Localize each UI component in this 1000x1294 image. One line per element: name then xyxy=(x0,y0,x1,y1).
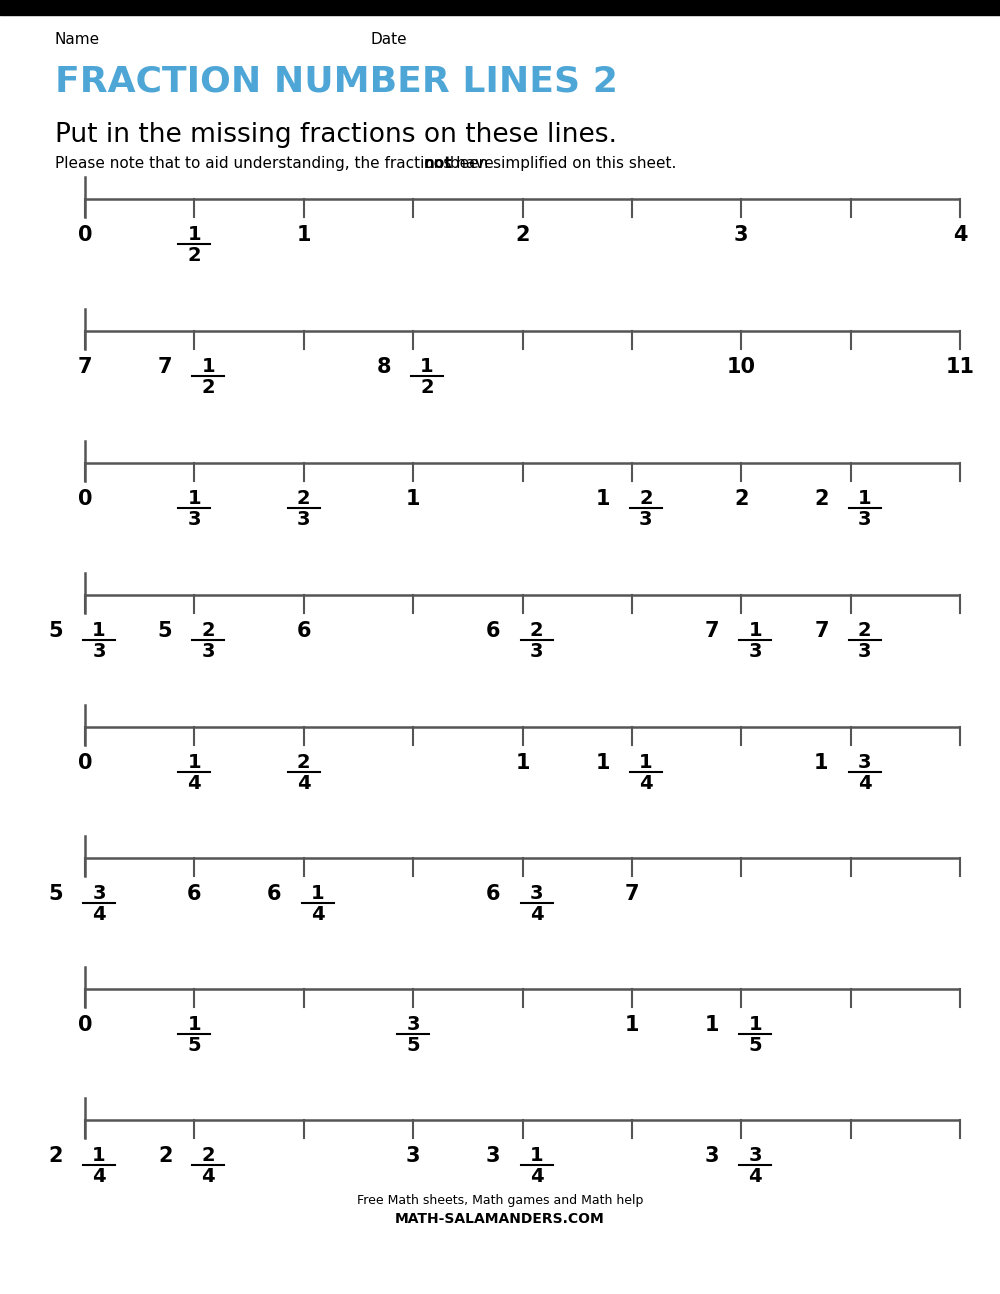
Text: not: not xyxy=(423,157,452,171)
Text: 4: 4 xyxy=(202,1167,215,1187)
Text: 3: 3 xyxy=(297,510,310,529)
Text: 1: 1 xyxy=(595,753,610,773)
Text: 3: 3 xyxy=(406,1146,420,1166)
Text: 3: 3 xyxy=(188,510,201,529)
Text: 5: 5 xyxy=(158,621,172,641)
Text: 7: 7 xyxy=(78,357,92,377)
Text: 4: 4 xyxy=(530,905,543,924)
Text: 3: 3 xyxy=(92,642,106,661)
Text: 0: 0 xyxy=(78,225,92,245)
Text: 0: 0 xyxy=(78,489,92,509)
Text: 1: 1 xyxy=(92,1146,106,1165)
Text: 4: 4 xyxy=(92,905,106,924)
Text: 4: 4 xyxy=(953,225,967,245)
Text: Name: Name xyxy=(55,32,100,47)
Text: 3: 3 xyxy=(748,642,762,661)
Text: 1: 1 xyxy=(406,489,420,509)
Text: 3: 3 xyxy=(734,225,748,245)
Text: Put in the missing fractions on these lines.: Put in the missing fractions on these li… xyxy=(55,122,617,148)
Text: 3: 3 xyxy=(530,884,543,903)
Text: 1: 1 xyxy=(188,489,201,509)
Text: 6: 6 xyxy=(486,621,501,641)
Text: 1: 1 xyxy=(748,1014,762,1034)
Text: 1: 1 xyxy=(595,489,610,509)
Text: 0: 0 xyxy=(78,1014,92,1035)
Text: 1: 1 xyxy=(202,357,215,377)
Text: 3: 3 xyxy=(858,510,871,529)
Text: 1: 1 xyxy=(705,1014,719,1035)
Text: 2: 2 xyxy=(188,246,201,265)
Text: FRACTION NUMBER LINES 2: FRACTION NUMBER LINES 2 xyxy=(55,63,618,98)
Text: 5: 5 xyxy=(748,1036,762,1055)
Text: 7: 7 xyxy=(158,357,172,377)
Text: 1: 1 xyxy=(420,357,434,377)
Text: 2: 2 xyxy=(202,378,215,397)
Text: 7: 7 xyxy=(705,621,719,641)
Text: 1: 1 xyxy=(188,225,201,245)
Text: 1: 1 xyxy=(625,1014,639,1035)
Text: 4: 4 xyxy=(858,774,871,793)
Text: 4: 4 xyxy=(311,905,325,924)
Text: 2: 2 xyxy=(48,1146,63,1166)
Text: MATH-SALAMANDERS.COM: MATH-SALAMANDERS.COM xyxy=(395,1212,605,1225)
Text: 2: 2 xyxy=(814,489,829,509)
Text: 6: 6 xyxy=(187,884,202,905)
Text: 11: 11 xyxy=(946,357,974,377)
Text: 2: 2 xyxy=(297,489,311,509)
Text: 2: 2 xyxy=(858,621,871,641)
Text: 1: 1 xyxy=(92,621,106,641)
Text: 2: 2 xyxy=(515,225,530,245)
Text: 2: 2 xyxy=(202,621,215,641)
Text: 3: 3 xyxy=(486,1146,501,1166)
Text: 2: 2 xyxy=(734,489,748,509)
Text: Date: Date xyxy=(370,32,407,47)
Text: 4: 4 xyxy=(188,774,201,793)
Text: 4: 4 xyxy=(530,1167,543,1187)
Text: 2: 2 xyxy=(202,1146,215,1165)
Text: 7: 7 xyxy=(814,621,829,641)
Text: Please note that to aid understanding, the fractions have: Please note that to aid understanding, t… xyxy=(55,157,499,171)
Text: 2: 2 xyxy=(639,489,653,509)
Text: 8: 8 xyxy=(377,357,391,377)
Text: 6: 6 xyxy=(267,884,282,905)
Text: Free Math sheets, Math games and Math help: Free Math sheets, Math games and Math he… xyxy=(357,1194,643,1207)
Text: 2: 2 xyxy=(297,753,311,773)
Text: 4: 4 xyxy=(297,774,311,793)
Text: 1: 1 xyxy=(858,489,871,509)
Text: 3: 3 xyxy=(858,642,871,661)
Text: 1: 1 xyxy=(188,1014,201,1034)
Text: 5: 5 xyxy=(48,884,63,905)
Text: 5: 5 xyxy=(406,1036,420,1055)
Text: 7: 7 xyxy=(625,884,639,905)
Text: 3: 3 xyxy=(202,642,215,661)
Text: 1: 1 xyxy=(639,753,653,773)
Text: 3: 3 xyxy=(705,1146,719,1166)
Text: 3: 3 xyxy=(858,753,871,773)
Text: 4: 4 xyxy=(92,1167,106,1187)
Text: 4: 4 xyxy=(639,774,653,793)
Text: 3: 3 xyxy=(639,510,653,529)
Text: 1: 1 xyxy=(311,884,325,903)
Text: 3: 3 xyxy=(530,642,543,661)
Text: 2: 2 xyxy=(530,621,543,641)
Text: 4: 4 xyxy=(748,1167,762,1187)
Text: 0: 0 xyxy=(78,753,92,773)
Text: 1: 1 xyxy=(748,621,762,641)
Text: been simplified on this sheet.: been simplified on this sheet. xyxy=(445,157,677,171)
Text: 10: 10 xyxy=(727,357,756,377)
Text: 3: 3 xyxy=(748,1146,762,1165)
Text: 1: 1 xyxy=(814,753,829,773)
Text: 6: 6 xyxy=(486,884,501,905)
Text: 1: 1 xyxy=(296,225,311,245)
Text: 3: 3 xyxy=(406,1014,420,1034)
Text: 1: 1 xyxy=(188,753,201,773)
Text: 3: 3 xyxy=(92,884,106,903)
Text: 1: 1 xyxy=(530,1146,543,1165)
Text: 2: 2 xyxy=(158,1146,172,1166)
Text: 6: 6 xyxy=(296,621,311,641)
Text: 5: 5 xyxy=(188,1036,201,1055)
Text: 5: 5 xyxy=(48,621,63,641)
Text: 2: 2 xyxy=(420,378,434,397)
Text: 1: 1 xyxy=(515,753,530,773)
